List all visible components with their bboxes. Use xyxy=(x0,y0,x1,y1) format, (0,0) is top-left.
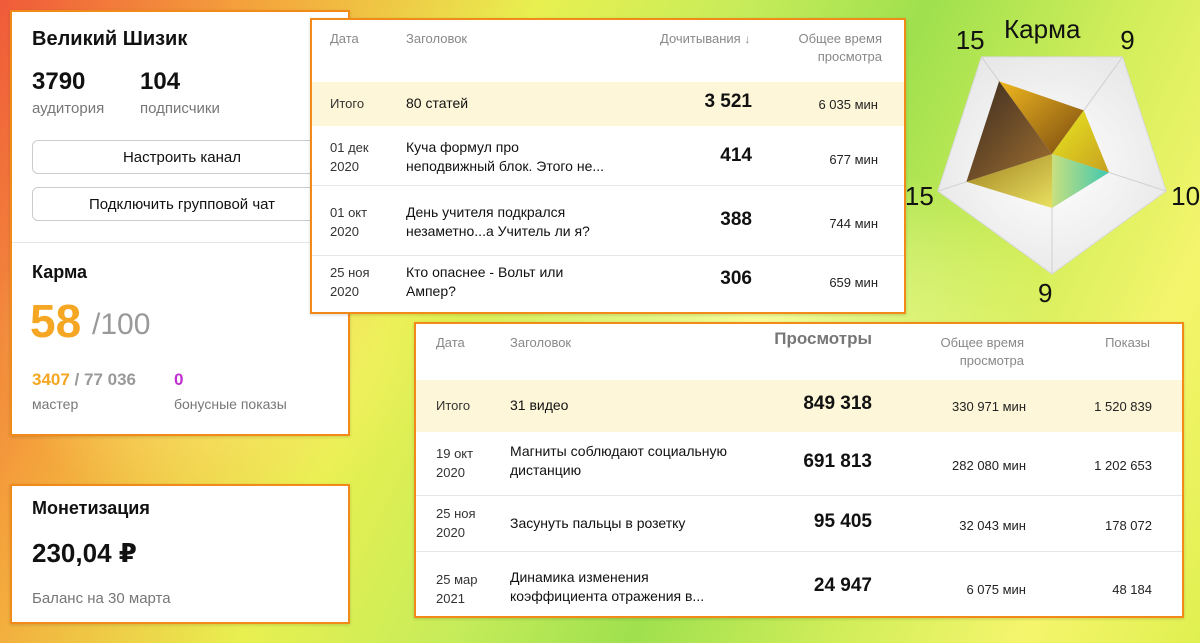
balance-label: Баланс на 30 марта xyxy=(32,590,171,607)
articles-table: Дата Заголовок Дочитывания ↓ Общее время… xyxy=(310,18,906,314)
row-reads: 306 xyxy=(720,268,752,289)
radar-value-sector xyxy=(1052,110,1110,173)
total-title: 31 видео xyxy=(510,397,569,413)
radar-value-sector xyxy=(966,81,1052,182)
row-impressions: 178 072 xyxy=(1105,518,1152,533)
total-date: Итого xyxy=(436,398,471,413)
radar-value-sector xyxy=(1052,154,1110,208)
row-views: 95 405 xyxy=(813,511,872,532)
radar-axis-label: 15 xyxy=(955,24,985,55)
master-label: мастер xyxy=(32,396,79,412)
table-row[interactable]: 25 мар 2021 Динамика изменения коэффициент… xyxy=(416,552,1182,616)
col-header-title[interactable]: Заголовок xyxy=(406,31,468,46)
row-title[interactable]: Динамика изменения коэффициента отражения… xyxy=(510,569,705,604)
audience-value: 3790 xyxy=(32,68,86,95)
radar-svg xyxy=(937,56,1167,275)
row-time: 6 075 мин xyxy=(966,582,1026,597)
monetization-title: Монетизация xyxy=(32,498,150,518)
channel-name: Великий Шизик xyxy=(32,28,188,50)
radar-axis-label: 10 xyxy=(1171,181,1200,212)
row-title[interactable]: День учителя подкрался незаметно...а Учит… xyxy=(406,204,590,239)
setup-channel-button[interactable]: Настроить канал xyxy=(32,140,332,174)
table-row-total: Итого 31 видео 849 318 330 971 мин 1 520… xyxy=(416,380,1182,432)
total-time: 6 035 мин xyxy=(818,97,878,112)
subscribers-value: 104 xyxy=(140,68,181,95)
table-row[interactable]: 01 окт 2020 День учителя подкрался незамет… xyxy=(312,186,904,256)
radar-value-sector xyxy=(999,81,1084,154)
bonus-label: бонусные показы xyxy=(174,396,287,412)
col-header-title[interactable]: Заголовок xyxy=(510,335,572,350)
total-title: 80 статей xyxy=(406,95,469,111)
total-impressions: 1 520 839 xyxy=(1094,399,1152,414)
karma-max: /100 xyxy=(92,308,151,341)
row-time: 744 мин xyxy=(829,216,878,231)
karma-radar-chart: Карма xyxy=(905,14,1200,308)
radar-axis-label: 15 xyxy=(904,181,934,212)
col-header-time[interactable]: Общее время просмотра xyxy=(772,30,882,66)
table-row[interactable]: 19 окт 2020 Магниты соблюдают социальную д… xyxy=(416,432,1182,496)
radar-axis-label: 9 xyxy=(1038,278,1053,308)
table-row[interactable]: 01 дек 2020 Куча формул про неподвижный бл… xyxy=(312,126,904,186)
col-header-date[interactable]: Дата xyxy=(436,335,465,350)
row-impressions: 48 184 xyxy=(1112,582,1152,597)
total-time: 330 971 мин xyxy=(952,399,1026,414)
connect-group-chat-button[interactable]: Подключить групповой чат xyxy=(32,187,332,221)
monetization-card: Монетизация 230,04 ₽ Баланс на 30 марта xyxy=(10,484,350,624)
videos-table: Дата Заголовок Просмотры Общее время про… xyxy=(414,322,1184,618)
row-date: 01 окт 2020 xyxy=(330,205,368,239)
row-title[interactable]: Засунуть пальцы в розетку xyxy=(510,515,686,531)
master-total: / 77 036 xyxy=(69,370,136,389)
audience-label: аудитория xyxy=(32,100,105,117)
row-impressions: 1 202 653 xyxy=(1094,458,1152,473)
col-header-views[interactable]: Просмотры xyxy=(774,329,872,348)
col-header-date[interactable]: Дата xyxy=(330,31,359,46)
channel-card: Великий Шизик 3790 аудитория 104 подписч… xyxy=(10,10,350,436)
row-reads: 414 xyxy=(720,145,752,166)
divider xyxy=(12,242,348,243)
row-date: 25 ноя 2020 xyxy=(436,506,476,540)
time-header-line1: Общее время xyxy=(798,31,882,46)
master-stat: 3407 / 77 036 xyxy=(32,370,136,390)
row-reads: 388 xyxy=(720,209,752,230)
monetization-amount: 230,04 ₽ xyxy=(32,538,137,568)
reads-label: Дочитывания xyxy=(660,31,741,46)
radar-title: Карма xyxy=(1004,14,1081,44)
time-header-line2: просмотра xyxy=(959,353,1024,368)
table-row-total: Итого 80 статей 3 521 6 035 мин xyxy=(312,82,904,126)
table-row[interactable]: 25 ноя 2020 Кто опаснее - Вольт или Ампер?… xyxy=(312,256,904,312)
row-time: 32 043 мин xyxy=(959,518,1026,533)
row-date: 01 дек 2020 xyxy=(330,140,369,174)
total-views: 849 318 xyxy=(803,393,872,414)
col-header-time[interactable]: Общее время просмотра xyxy=(916,334,1024,370)
bonus-value: 0 xyxy=(174,370,184,389)
row-title[interactable]: Магниты соблюдают социальную дистанцию xyxy=(510,443,728,478)
col-header-reads[interactable]: Дочитывания ↓ xyxy=(660,30,750,48)
row-title[interactable]: Кто опаснее - Вольт или Ампер? xyxy=(406,264,564,299)
radar-axis-label: 9 xyxy=(1120,24,1135,55)
time-header-line1: Общее время xyxy=(940,335,1024,350)
row-date: 19 окт 2020 xyxy=(436,446,474,480)
row-time: 677 мин xyxy=(829,152,878,167)
sort-down-icon: ↓ xyxy=(744,32,751,46)
col-header-impressions[interactable]: Показы xyxy=(1105,335,1150,350)
karma-title: Карма xyxy=(32,262,88,282)
karma-value: 58 xyxy=(30,295,82,347)
master-value: 3407 xyxy=(32,370,70,389)
total-reads: 3 521 xyxy=(704,91,752,112)
row-title[interactable]: Куча формул про неподвижный блок. Этого н… xyxy=(406,139,605,174)
row-time: 282 080 мин xyxy=(952,458,1026,473)
row-views: 691 813 xyxy=(803,451,872,472)
time-header-line2: просмотра xyxy=(817,49,882,64)
row-date: 25 мар 2021 xyxy=(436,572,478,606)
row-time: 659 мин xyxy=(829,275,878,290)
table-row[interactable]: 25 ноя 2020 Засунуть пальцы в розетку 95 … xyxy=(416,496,1182,552)
total-date: Итого xyxy=(330,96,365,111)
row-date: 25 ноя 2020 xyxy=(330,265,370,299)
subscribers-label: подписчики xyxy=(140,100,220,117)
radar-value-sector xyxy=(966,154,1052,208)
row-views: 24 947 xyxy=(813,575,872,596)
